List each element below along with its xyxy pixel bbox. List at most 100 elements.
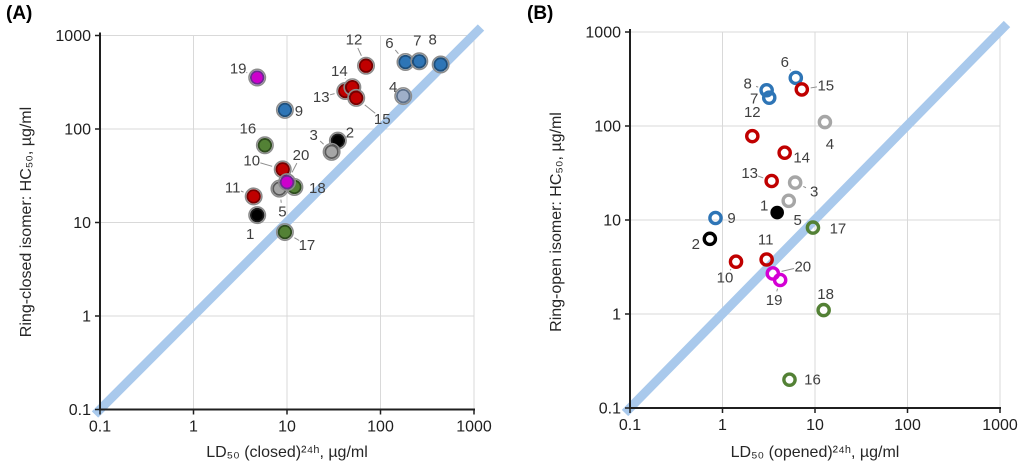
panel-b-point-15 [794, 82, 810, 97]
panel-a-point-halo-12 [357, 56, 376, 75]
panel-b-point-4 [817, 114, 833, 130]
panel-a-point-label-9: 9 [295, 103, 303, 120]
panel-a-point-label-11: 11 [225, 179, 241, 196]
panel-b-y-tick-label: 1 [612, 307, 621, 324]
panel-b-point-18 [816, 302, 831, 318]
panel-a-point-label-20: 20 [293, 147, 310, 164]
panel-a-x-tick-label: 1000 [456, 419, 492, 436]
panel-b-point-12 [745, 128, 760, 144]
panel-b-point-label-14: 14 [793, 150, 810, 167]
panel-b-point-leader-20 [781, 268, 795, 272]
panel-b-point-1 [770, 205, 784, 220]
panel-a-point-4 [396, 88, 411, 104]
panel-a-yaxis-title: Ring-closed isomer: HC₅₀, µg/ml [18, 106, 35, 338]
panel-a-point-halo-8 [431, 55, 450, 74]
panel-b-point-label-16: 16 [804, 372, 821, 389]
panel-a-letter: (A) [6, 3, 33, 24]
panel-a-point-15 [349, 90, 364, 106]
panel-a-point-label-14: 14 [331, 63, 348, 80]
panel-a-point-leader-20 [291, 162, 298, 173]
panel-a-point-halo-7 [410, 52, 429, 71]
panel-b-point-17 [805, 220, 821, 235]
panel-b-point-7 [761, 90, 777, 106]
panel-b-point-label-7: 7 [750, 91, 758, 108]
panel-a-y-tick-label: 1 [82, 309, 91, 326]
panel-a-point-halo-3 [322, 142, 341, 161]
panel-b-point-label-11: 11 [758, 232, 774, 249]
panel-b-point-10 [728, 254, 744, 270]
panel-a-y-tick-label: 10 [73, 215, 91, 232]
panel-a-point-leader-6 [394, 49, 399, 54]
panel-b-point-20 [765, 266, 781, 281]
panel-a-point-1 [249, 207, 265, 223]
panel-a-point-label-13: 13 [313, 89, 330, 106]
panel-b-point-3 [787, 175, 803, 190]
panel-a-point-label-18: 18 [309, 180, 326, 197]
panel-a-point-halo-16 [255, 136, 274, 155]
panel-b-point-14 [777, 145, 792, 160]
panel-b-xaxis-title: LD₅₀ (opened)²⁴ʰ, µg/ml [730, 444, 900, 461]
panel-a-point-16 [257, 138, 273, 153]
panel-a-point-label-4: 4 [389, 79, 397, 96]
panel-b-point-11 [759, 252, 774, 267]
panel-b-point-13 [764, 173, 779, 189]
panel-b-point-9 [708, 210, 723, 226]
panel-a-point-halo-19 [248, 68, 267, 87]
panel-b-x-tick-label: 0.1 [619, 417, 641, 434]
panel-b-point-leader-15 [810, 86, 818, 89]
panel-a-point-7 [412, 54, 427, 69]
panel-b-point-label-15: 15 [817, 77, 834, 94]
panel-a-point-label-6: 6 [385, 35, 393, 52]
panel-a-point-halo-20 [277, 173, 296, 192]
panel-a-point-3 [324, 144, 339, 160]
panel-a-point-leader-11 [240, 190, 244, 193]
panel-b-point-leader-10 [729, 268, 732, 271]
panel-b-point-label-10: 10 [717, 270, 734, 287]
panel-a-point-label-1: 1 [246, 226, 254, 243]
panel-b-point-leader-6 [789, 69, 792, 71]
panel-b-point-label-3: 3 [810, 184, 818, 201]
panel-a-point-leader-17 [294, 237, 300, 241]
panel-b-point-label-5: 5 [794, 212, 802, 229]
panel-b-point-2 [702, 231, 718, 247]
panel-a-point-halo-9 [275, 100, 294, 119]
panel-a-point-label-16: 16 [240, 120, 257, 137]
panel-b-x-tick-label: 1000 [982, 417, 1018, 434]
panel-a-point-label-7: 7 [413, 32, 421, 49]
panel-a-point-label-19: 19 [230, 61, 247, 78]
panel-b-point-label-12: 12 [744, 104, 761, 121]
panel-a-point-leader-10 [260, 162, 273, 167]
panel-a-point-8 [433, 57, 448, 72]
panel-a-x-tick-label: 1 [189, 419, 198, 436]
panel-a-point-label-8: 8 [428, 31, 436, 48]
panel-b-point-16 [782, 372, 797, 388]
panel-b-point-label-2: 2 [692, 236, 700, 253]
panel-a-point-leader-15 [364, 104, 376, 114]
panel-b-point-label-19: 19 [766, 292, 783, 309]
panel-a-point-halo-11 [244, 187, 263, 206]
panel-b-identity-line [621, 20, 1011, 417]
panel-b-point-label-4: 4 [826, 136, 834, 153]
panel-b-point-label-8: 8 [743, 75, 751, 92]
panel-a-point-label-17: 17 [299, 237, 316, 254]
panel-a-point-label-15: 15 [374, 111, 391, 128]
panel-b-point-label-1: 1 [760, 198, 768, 215]
panel-b-y-tick-label: 100 [594, 119, 621, 136]
panel-a-point-leader-12 [357, 47, 362, 56]
panel-a-point-6 [398, 54, 413, 70]
panel-b-point-label-20: 20 [794, 258, 811, 275]
panel-a-y-tick-label: 1000 [55, 28, 91, 45]
panel-a-point-19 [249, 70, 265, 85]
panel-b-y-tick-label: 1000 [585, 25, 621, 42]
panel-a-point-label-2: 2 [346, 125, 354, 142]
panel-a-point-halo-15 [347, 88, 366, 107]
panel-a-point-9 [277, 102, 293, 118]
panel-a-point-halo-17 [275, 223, 294, 242]
panel-b-x-tick-label: 100 [894, 417, 921, 434]
panel-a-point-label-12: 12 [346, 32, 363, 49]
panel-b-letter: (B) [527, 3, 554, 24]
panel-a-point-20 [279, 174, 295, 190]
panel-a-point-label-5: 5 [278, 204, 286, 221]
